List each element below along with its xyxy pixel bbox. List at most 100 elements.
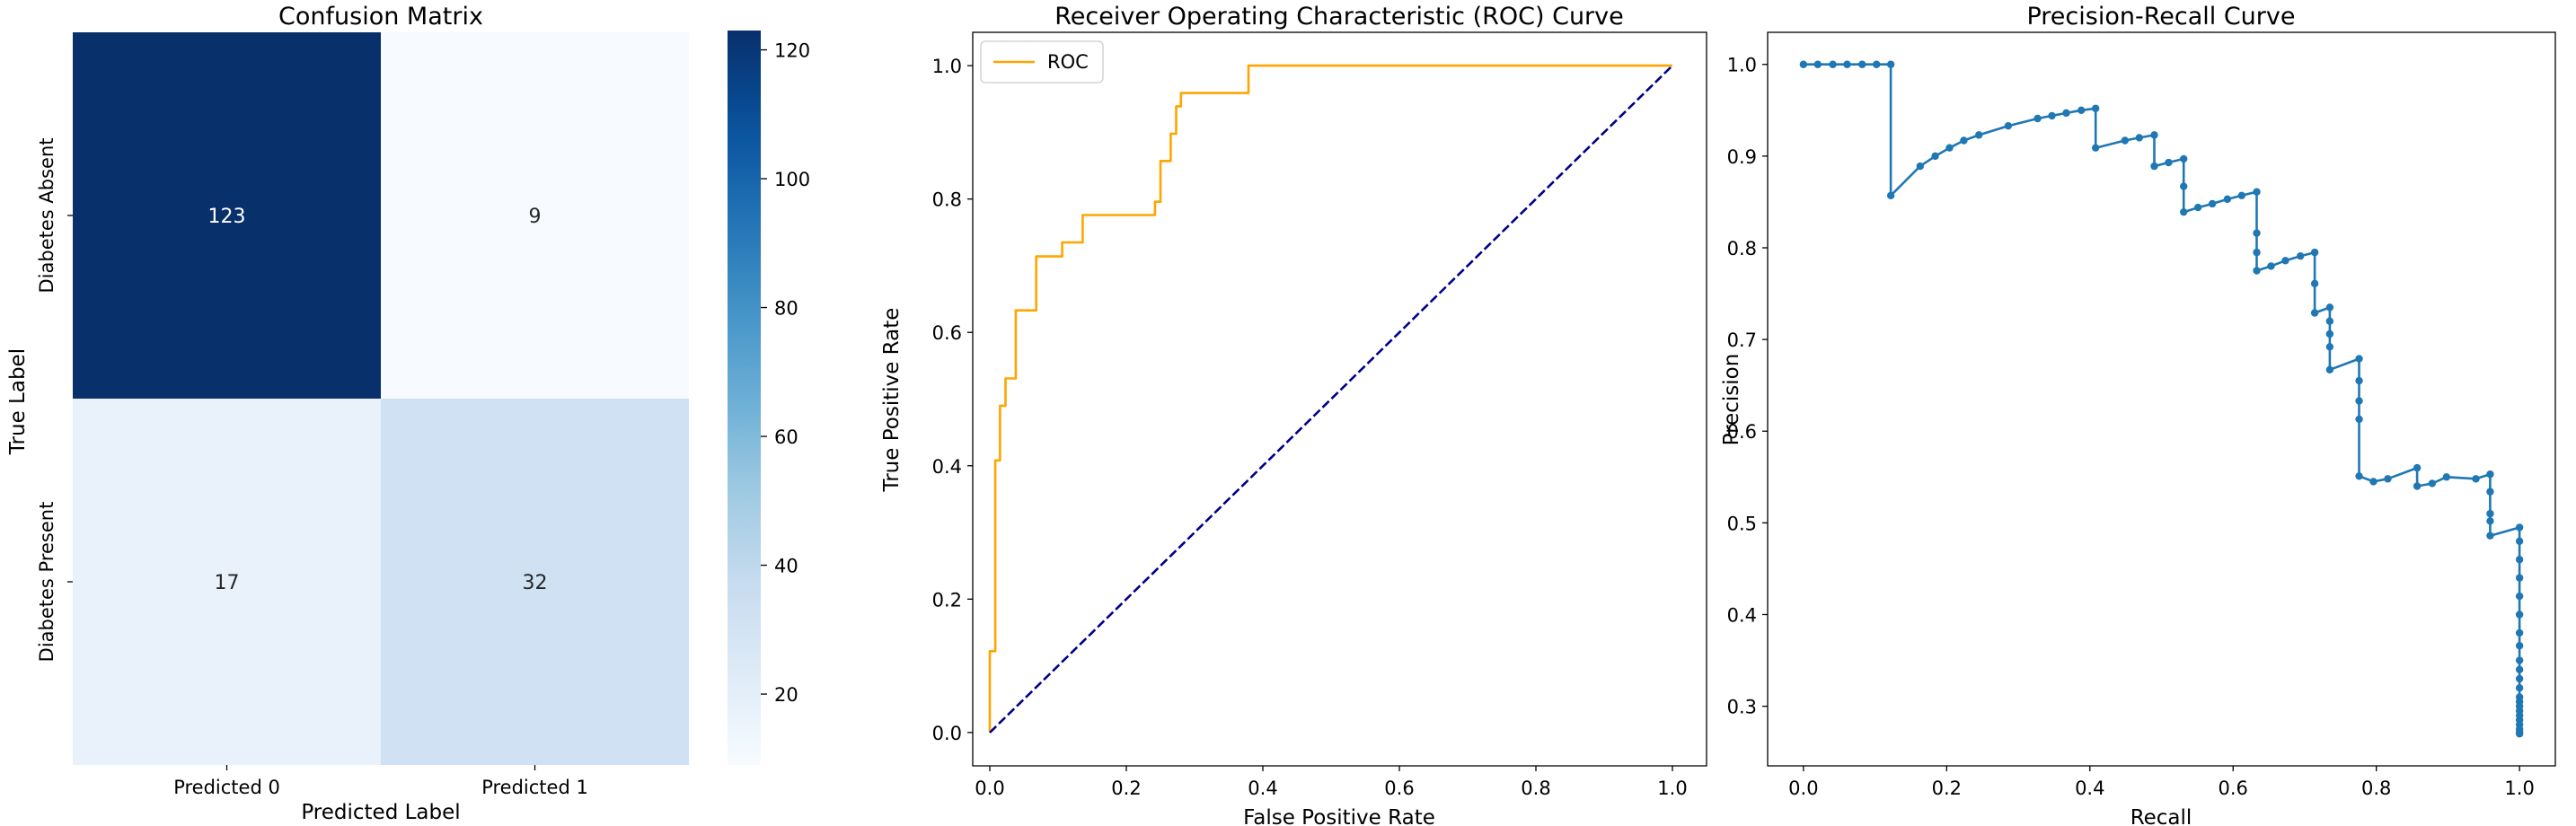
pr-point bbox=[2208, 199, 2217, 208]
colorbar-tick-label: 40 bbox=[774, 556, 798, 577]
pr-point bbox=[2384, 475, 2392, 483]
pr-point bbox=[2355, 397, 2363, 405]
pr-point bbox=[2062, 109, 2070, 118]
pr-y-tick-label: 0.5 bbox=[1727, 513, 1757, 534]
colorbar-tick-label: 20 bbox=[774, 684, 798, 706]
colorbar-gradient bbox=[728, 31, 761, 765]
colorbar-tick-label: 60 bbox=[774, 426, 798, 448]
pr-point bbox=[1945, 144, 1954, 152]
pr-y-tick-label: 0.4 bbox=[1727, 604, 1757, 626]
roc-title: Receiver Operating Characteristic (ROC) … bbox=[1054, 3, 1624, 31]
pr-x-tick-label: 1.0 bbox=[2504, 778, 2534, 799]
pr-y-tick-label: 0.6 bbox=[1727, 421, 1757, 443]
pr-point bbox=[2296, 251, 2305, 260]
pr-point bbox=[2223, 195, 2232, 204]
cm-y-tick-label: Diabetes Present bbox=[36, 502, 57, 663]
pr-point bbox=[2121, 136, 2130, 145]
roc-y-tick-label: 0.0 bbox=[932, 723, 962, 744]
pr-point bbox=[2267, 262, 2275, 270]
colorbar: 20 40 60 80 100 120 bbox=[728, 31, 810, 765]
pr-point bbox=[2135, 134, 2143, 142]
roc-y-axis-label: True Positive Rate bbox=[880, 308, 904, 493]
pr-point bbox=[2413, 463, 2422, 472]
pr-point bbox=[2325, 330, 2334, 338]
roc-legend-label: ROC bbox=[1047, 51, 1089, 73]
roc-chance-line bbox=[989, 65, 1673, 734]
pr-point bbox=[2486, 509, 2494, 518]
colorbar-tick-label: 80 bbox=[774, 298, 798, 320]
pr-y-tick-label: 0.8 bbox=[1727, 238, 1757, 259]
roc-x-tick-label: 0.6 bbox=[1384, 778, 1414, 799]
pr-point bbox=[1886, 191, 1895, 199]
colorbar-tick-label: 100 bbox=[774, 169, 810, 190]
pr-point bbox=[2515, 674, 2524, 683]
pr-point bbox=[2004, 121, 2013, 130]
cm-cell bbox=[381, 399, 689, 765]
roc-panel: Receiver Operating Characteristic (ROC) … bbox=[880, 3, 1707, 826]
cm-cell-value: 17 bbox=[215, 572, 240, 594]
roc-x-tick-label: 1.0 bbox=[1657, 778, 1687, 799]
pr-y-tick-label: 0.7 bbox=[1727, 330, 1757, 351]
pr-point bbox=[2253, 248, 2261, 257]
pr-point bbox=[2180, 207, 2188, 216]
pr-point bbox=[2355, 376, 2363, 385]
pr-point bbox=[2515, 683, 2524, 692]
pr-point bbox=[2325, 303, 2334, 312]
pr-point bbox=[2310, 248, 2319, 257]
pr-point bbox=[2515, 592, 2524, 601]
pr-point bbox=[1799, 60, 1808, 68]
roc-legend: ROC bbox=[980, 40, 1104, 83]
pr-point bbox=[2048, 111, 2056, 120]
pr-point bbox=[2325, 343, 2334, 351]
pr-x-axis-label: Recall bbox=[2130, 806, 2192, 826]
pr-point bbox=[2428, 479, 2437, 488]
roc-x-axis-label: False Positive Rate bbox=[1243, 806, 1435, 826]
cm-x-tick-label: Predicted 0 bbox=[173, 777, 280, 798]
pr-point bbox=[2281, 257, 2289, 265]
pr-point bbox=[2253, 188, 2261, 196]
pr-y-tick-label: 1.0 bbox=[1727, 55, 1757, 76]
pr-point bbox=[1872, 60, 1881, 68]
cm-cell-value: 9 bbox=[529, 206, 542, 228]
roc-y-tick-label: 0.4 bbox=[932, 456, 962, 478]
pr-point bbox=[2237, 191, 2245, 199]
pr-point bbox=[2486, 517, 2494, 525]
pr-point bbox=[2165, 158, 2173, 167]
cm-cell bbox=[73, 32, 381, 399]
pr-x-tick-label: 0.2 bbox=[1932, 778, 1962, 799]
pr-point bbox=[2180, 154, 2188, 163]
cm-cell-value: 32 bbox=[523, 572, 548, 594]
colorbar-tick-label: 120 bbox=[774, 40, 810, 62]
cm-cell bbox=[73, 399, 381, 765]
pr-y-axis-label: Precision bbox=[1720, 354, 1743, 446]
pr-point bbox=[2033, 114, 2042, 123]
pr-point bbox=[2355, 355, 2363, 363]
roc-x-tick-label: 0.8 bbox=[1521, 778, 1550, 799]
pr-point bbox=[2515, 642, 2524, 650]
pr-point bbox=[2310, 309, 2319, 317]
roc-legend-box bbox=[980, 40, 1104, 83]
pr-point bbox=[2369, 478, 2378, 486]
cm-x-axis-label: Predicted Label bbox=[301, 801, 460, 824]
roc-y-tick-label: 0.6 bbox=[932, 322, 962, 344]
pr-point bbox=[1858, 60, 1866, 68]
pr-point bbox=[2515, 611, 2524, 619]
pr-point bbox=[2515, 523, 2524, 532]
pr-point bbox=[2180, 182, 2188, 190]
pr-plot-frame bbox=[1767, 31, 2556, 767]
pr-x-tick-label: 0.0 bbox=[1788, 778, 1818, 799]
cm-cell bbox=[381, 32, 689, 399]
cm-title: Confusion Matrix bbox=[278, 3, 483, 31]
pr-point bbox=[2515, 537, 2524, 545]
pr-point bbox=[1813, 60, 1822, 68]
pr-point bbox=[2486, 488, 2494, 496]
pr-point bbox=[1931, 152, 1939, 161]
pr-point bbox=[2078, 106, 2086, 115]
pr-point bbox=[2325, 365, 2334, 374]
pr-point bbox=[2253, 267, 2261, 275]
pr-point bbox=[1916, 162, 1925, 171]
pr-point bbox=[2442, 473, 2451, 481]
pr-title: Precision-Recall Curve bbox=[2026, 3, 2295, 31]
pr-point bbox=[2091, 144, 2100, 152]
